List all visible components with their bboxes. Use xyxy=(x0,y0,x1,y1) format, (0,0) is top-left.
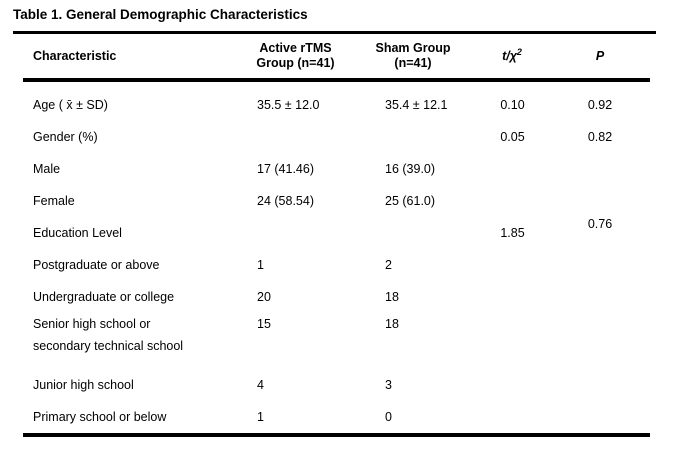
cell-sham-value: 35.4 ± 12.1 xyxy=(385,98,448,112)
table-row: Senior high school or secondary technica… xyxy=(0,313,655,357)
cell-active-value: 24 (58.54) xyxy=(257,194,314,208)
cell-active-value: 1 xyxy=(257,410,264,424)
cell-sham-value: 2 xyxy=(385,258,392,272)
cell-active-value: 20 xyxy=(257,290,271,304)
cell-characteristic: Education Level xyxy=(33,226,122,240)
cell-characteristic: Female xyxy=(33,194,75,208)
cell-characteristic: Junior high school xyxy=(33,378,134,392)
header-statistic: t/χ2 xyxy=(468,46,556,64)
cell-characteristic: Male xyxy=(33,162,61,176)
table-row: Male 17 (41.46) 16 (39.0) xyxy=(0,153,655,185)
cell-sham-value: 18 xyxy=(385,290,399,304)
cell-characteristic: Primary school or below xyxy=(33,410,167,424)
statistic-superscript: 2 xyxy=(516,46,522,57)
title-rule xyxy=(13,31,656,34)
cell-characteristic: Senior high school or secondary technica… xyxy=(33,313,257,357)
header-sham-line1: Sham Group xyxy=(375,41,451,55)
table-title: Table 1. General Demographic Characteris… xyxy=(13,7,308,22)
table-row: Female 24 (58.54) 25 (61.0) xyxy=(0,185,655,217)
cell-active-value: 1 xyxy=(257,258,264,272)
cell-characteristic-line1: Senior high school or xyxy=(33,317,151,331)
cell-p-value: 0.76 xyxy=(587,217,613,231)
header-active-rtms-group: Active rTMS Group (n=41) xyxy=(233,41,358,71)
cell-sham-value: 16 (39.0) xyxy=(385,162,436,176)
header-active-line2: Group (n=41) xyxy=(256,56,335,70)
cell-active-value: 17 (41.46) xyxy=(257,162,314,176)
cell-characteristic-line2: secondary technical school xyxy=(33,339,184,353)
statistic-base: t/χ xyxy=(502,48,517,63)
table-row: Age ( x̄ ± SD) 35.5 ± 12.0 35.4 ± 12.1 0… xyxy=(0,89,655,121)
cell-p-value: 0.92 xyxy=(587,98,613,112)
table-body: Age ( x̄ ± SD) 35.5 ± 12.0 35.4 ± 12.1 0… xyxy=(0,82,655,433)
cell-statistic-value: 1.85 xyxy=(500,226,525,240)
cell-characteristic: Undergraduate or college xyxy=(33,290,175,304)
table-row: Primary school or below 1 0 xyxy=(0,401,655,433)
table-header-row: Characteristic Active rTMS Group (n=41) … xyxy=(0,34,644,78)
table-row: Education Level 1.85 0.76 xyxy=(0,217,655,249)
header-characteristic: Characteristic xyxy=(33,48,117,63)
header-sham-line2: (n=41) xyxy=(394,56,432,70)
table-row: Gender (%) 0.05 0.82 xyxy=(0,121,655,153)
cell-sham-value: 25 (61.0) xyxy=(385,194,436,208)
bottom-rule xyxy=(23,433,650,437)
cell-sham-value: 18 xyxy=(385,317,399,331)
cell-statistic-value: 0.05 xyxy=(500,130,525,144)
cell-sham-value: 3 xyxy=(385,378,392,392)
table-row: Postgraduate or above 1 2 xyxy=(0,249,655,281)
header-active-line1: Active rTMS xyxy=(259,41,332,55)
cell-active-value: 35.5 ± 12.0 xyxy=(257,98,320,112)
header-p-value: P xyxy=(595,48,605,63)
cell-characteristic: Gender (%) xyxy=(33,130,98,144)
header-sham-group: Sham Group (n=41) xyxy=(358,41,468,71)
cell-active-value: 4 xyxy=(257,378,264,392)
header-rule xyxy=(23,78,650,82)
cell-sham-value: 0 xyxy=(385,410,392,424)
table-row: Undergraduate or college 20 18 xyxy=(0,281,655,313)
cell-active-value: 15 xyxy=(257,317,271,331)
cell-statistic-value: 0.10 xyxy=(500,98,525,112)
cell-characteristic: Postgraduate or above xyxy=(33,258,160,272)
cell-p-value: 0.82 xyxy=(587,130,613,144)
cell-characteristic: Age ( x̄ ± SD) xyxy=(33,98,108,112)
table-row: Junior high school 4 3 xyxy=(0,369,655,401)
